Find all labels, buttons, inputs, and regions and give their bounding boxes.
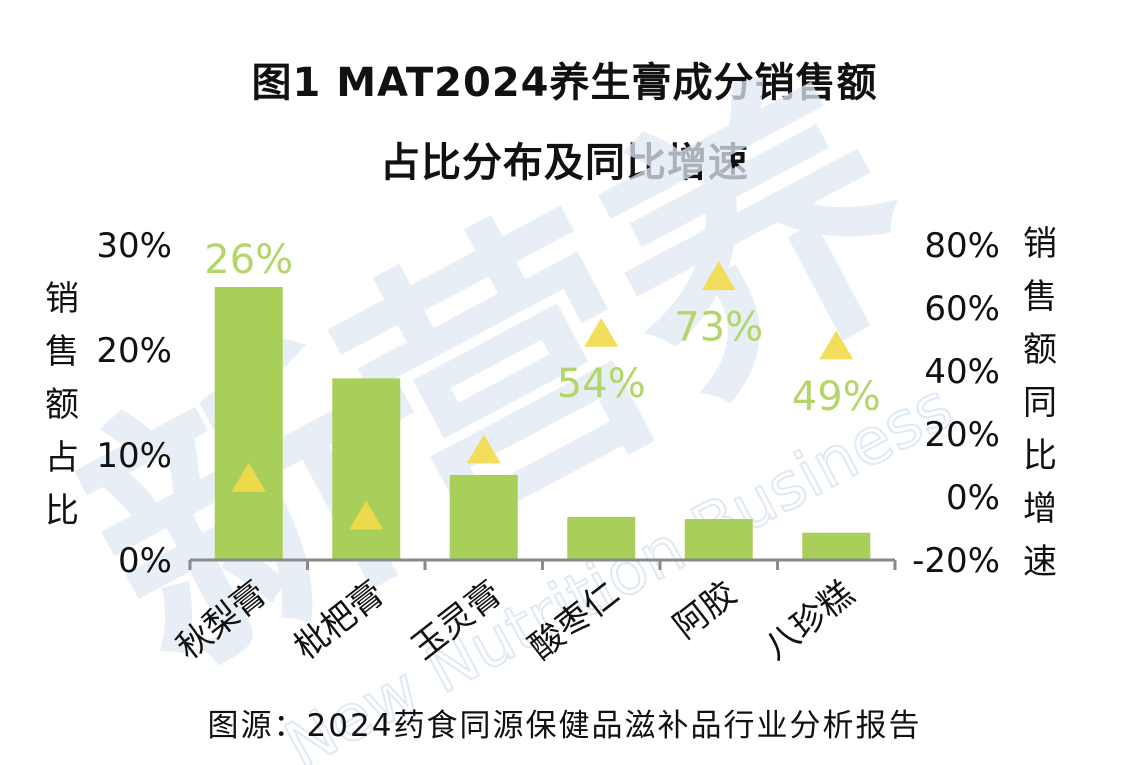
y2-axis-title-char: 售	[1023, 277, 1057, 317]
y2-tick-label: 60%	[924, 289, 1000, 329]
bar-枇杷膏	[332, 378, 401, 560]
bar-酸枣仁	[567, 516, 636, 560]
data-labels: 26% 54% 73% 49%	[204, 237, 880, 420]
y2-tick-label: 20%	[924, 415, 1000, 455]
y-tick-label: 0%	[118, 541, 172, 581]
marker-秋梨膏	[231, 462, 266, 492]
bar-阿胶	[684, 519, 753, 560]
chart-source: 图源：2024药食同源保健品滋补品行业分析报告	[207, 708, 922, 744]
y2-tick-label: 0%	[946, 478, 1000, 518]
chart-title-line-1: 图1 MAT2024养生膏成分销售额	[251, 60, 878, 106]
y-tick-label: 20%	[96, 331, 172, 371]
marker-data-label: 54%	[557, 361, 646, 407]
y2-axis-title-char: 同	[1023, 383, 1057, 423]
marker-酸枣仁	[584, 317, 619, 347]
y2-axis-title-char: 增	[1023, 489, 1057, 529]
y-axis-title-char: 占	[45, 438, 79, 478]
bar-data-label: 26%	[204, 237, 293, 283]
y2-tick-label: 80%	[924, 226, 1000, 266]
y-axis-title-char: 销	[45, 279, 79, 319]
y2-axis-title-char: 比	[1023, 436, 1057, 476]
marker-枇杷膏	[349, 500, 384, 530]
y2-tick-label: 40%	[924, 352, 1000, 392]
y-tick-label: 10%	[96, 436, 172, 476]
marker-八珍糕	[819, 330, 854, 360]
y2-axis-title-char: 速	[1023, 542, 1057, 582]
bar-秋梨膏	[214, 287, 283, 560]
marker-series	[231, 261, 854, 530]
x-tick-label: 八珍糕	[757, 574, 862, 668]
y2-tick-label: -20%	[912, 541, 1000, 581]
y-axis-title-char: 额	[45, 385, 79, 425]
bar-八珍糕	[802, 532, 871, 560]
marker-data-label: 49%	[792, 374, 881, 420]
y-axis-title-char: 比	[45, 491, 79, 531]
y-tick-label: 30%	[96, 226, 172, 266]
y2-axis-title-char: 销	[1023, 224, 1057, 264]
marker-阿胶	[701, 261, 736, 291]
bar-玉灵膏	[449, 474, 518, 560]
y-axis-title-char: 售	[45, 332, 79, 372]
marker-玉灵膏	[466, 434, 501, 464]
chart-title-line-2: 占比分布及同比增速	[380, 140, 749, 186]
y2-axis-title-char: 额	[1023, 330, 1057, 370]
marker-data-label: 73%	[674, 305, 763, 351]
bar-series	[214, 287, 871, 560]
